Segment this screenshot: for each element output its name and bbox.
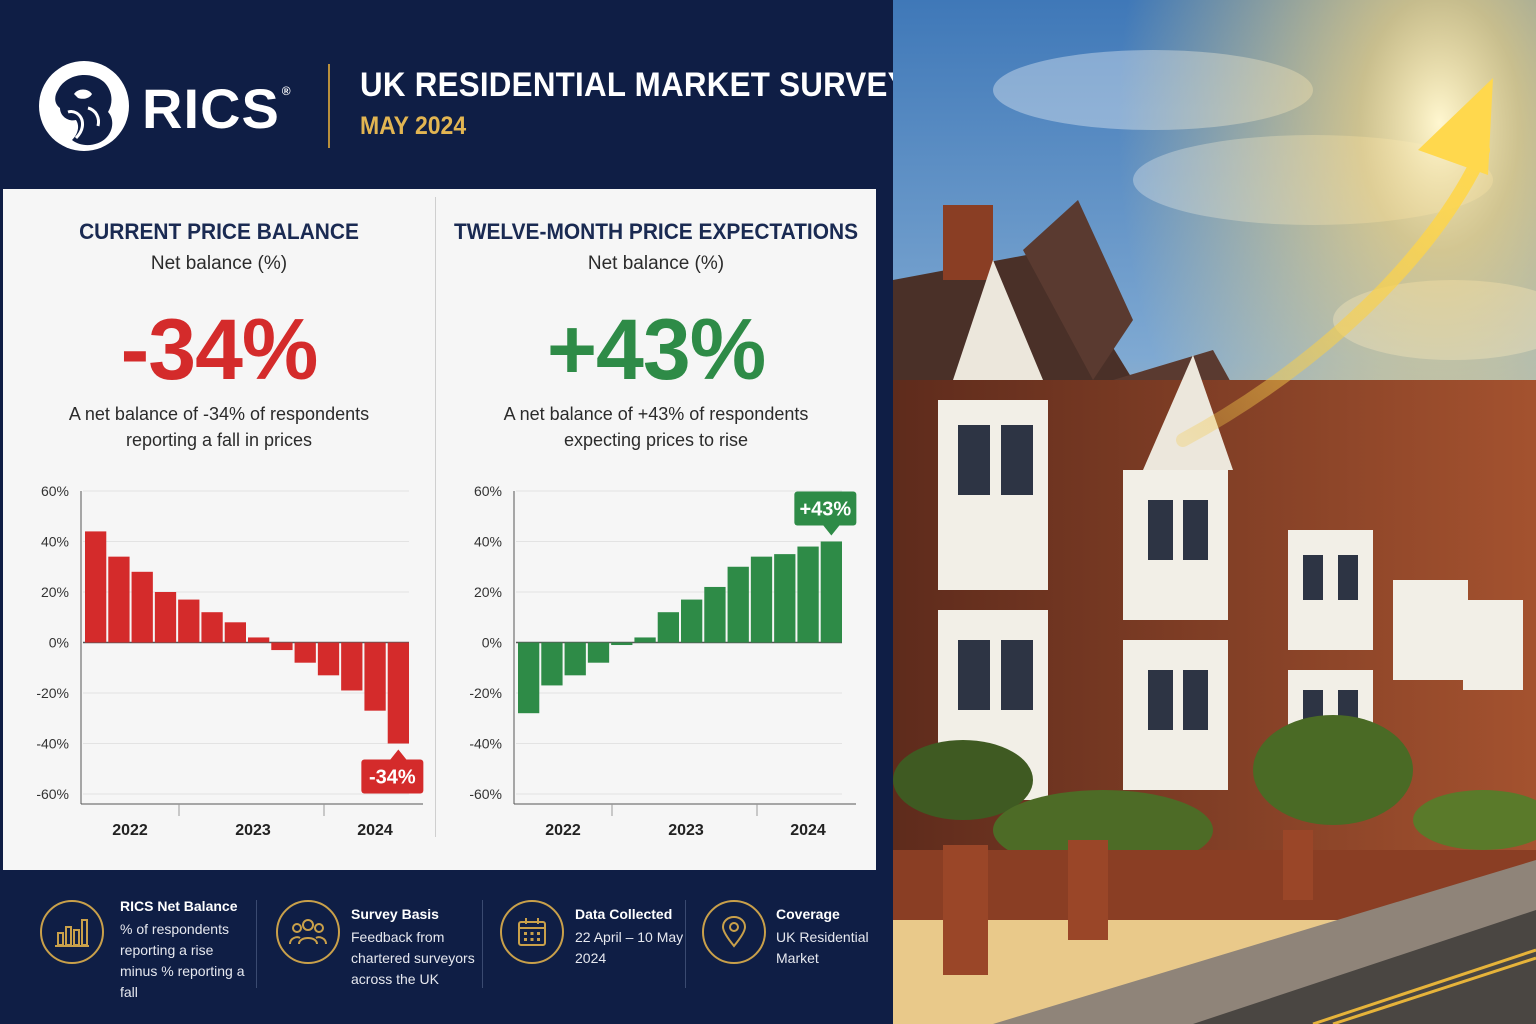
callout-box: [361, 759, 424, 794]
footer-separator: [256, 900, 257, 988]
footer-text: UK Residential Market: [776, 929, 869, 966]
bar: [294, 642, 316, 663]
y-tick-label: -60%: [36, 786, 69, 802]
page-title: UK RESIDENTIAL MARKET SURVEY: [360, 66, 909, 104]
y-tick-label: 60%: [41, 483, 69, 499]
bar: [154, 592, 177, 643]
footer-title: Coverage: [776, 906, 840, 922]
logo-wordmark: RICS ®: [142, 77, 292, 140]
location-pin-icon: [702, 900, 766, 964]
bar: [797, 546, 819, 643]
year-label: 2022: [545, 822, 581, 839]
year-label: 2022: [112, 822, 148, 839]
footer-text: 22 April – 10 May 2024: [575, 929, 684, 966]
bar: [178, 599, 200, 643]
y-tick-label: 0%: [482, 635, 502, 651]
bar: [518, 642, 540, 714]
bar: [704, 586, 726, 643]
bar: [317, 642, 340, 676]
panel-title: TWELVE-MONTH PRICE EXPECTATIONS: [453, 219, 859, 244]
expectations-panel: TWELVE-MONTH PRICE EXPECTATIONS Net bala…: [436, 189, 876, 870]
bar: [224, 622, 246, 643]
bar: [727, 566, 749, 643]
header-divider: [328, 64, 330, 148]
y-tick-label: -20%: [469, 685, 502, 701]
charts-card: CURRENT PRICE BALANCE Net balance (%) -3…: [3, 189, 876, 870]
y-tick-label: -40%: [36, 736, 69, 752]
footer-title: Data Collected: [575, 906, 673, 922]
year-label: 2023: [235, 822, 271, 839]
callout-box: [794, 491, 857, 526]
year-label: 2024: [790, 822, 826, 839]
expectations-chart: 60% 40% 20% 0% -20% -40% -60% +43% 2022 2023 2024: [469, 483, 857, 839]
y-tick-label: -60%: [469, 786, 502, 802]
current-price-chart: 60% 40% 20% 0% -20% -40% -60% -34% 2022 2023 2024: [36, 483, 424, 839]
y-tick-label: -20%: [36, 685, 69, 701]
calendar-icon: [500, 900, 564, 964]
headline-value: -34%: [120, 302, 319, 398]
callout-pointer: [390, 749, 407, 760]
bar: [387, 642, 409, 744]
rics-lion-logo-icon: [39, 61, 129, 151]
y-tick-label: 20%: [41, 584, 69, 600]
y-tick-label: -40%: [469, 736, 502, 752]
people-icon: [276, 900, 340, 964]
headline-value: +43%: [546, 302, 766, 398]
panel-unit: Net balance (%): [587, 253, 725, 274]
left-panel: RICS ® UK RESIDENTIAL MARKET SURVEY MAY 2…: [0, 0, 909, 1024]
callout-label: +43%: [799, 499, 851, 521]
bar: [85, 531, 107, 643]
bar: [564, 642, 586, 676]
footer-separator: [482, 900, 483, 988]
y-tick-label: 60%: [474, 483, 502, 499]
bar: [131, 571, 153, 643]
bar: [108, 556, 130, 643]
header: RICS ® UK RESIDENTIAL MARKET SURVEY MAY 2…: [0, 0, 909, 190]
year-label: 2023: [668, 822, 704, 839]
bar: [364, 642, 386, 711]
footer-text: % of respondents reporting a rise minus …: [120, 921, 245, 1000]
current-price-panel: CURRENT PRICE BALANCE Net balance (%) -3…: [3, 189, 435, 870]
bar: [541, 642, 563, 686]
panel-description: A net balance of -34% of respondents rep…: [68, 404, 370, 450]
page-subtitle: MAY 2024: [360, 112, 467, 140]
bar: [271, 642, 293, 651]
bar: [248, 637, 270, 643]
bar: [341, 642, 363, 691]
footer-title: Survey Basis: [351, 906, 439, 922]
callout-label: -34%: [369, 767, 416, 789]
bar: [774, 554, 796, 643]
card-divider: [435, 197, 436, 837]
bar: [820, 541, 842, 643]
bar: [750, 556, 773, 643]
year-label: 2024: [357, 822, 393, 839]
bar: [611, 642, 633, 646]
y-tick-label: 20%: [474, 584, 502, 600]
bar-chart-icon: [40, 900, 104, 964]
panel-unit: Net balance (%): [150, 253, 288, 274]
bar: [657, 612, 679, 643]
footer-text: Feedback from chartered surveyors across…: [351, 929, 475, 987]
y-tick-label: 40%: [474, 534, 502, 550]
bar: [201, 612, 223, 643]
callout-pointer: [823, 525, 840, 536]
panel-description: A net balance of +43% of respondents exp…: [503, 404, 809, 450]
panel-title: CURRENT PRICE BALANCE: [79, 219, 359, 244]
footer-title: RICS Net Balance: [120, 898, 238, 914]
terraced-houses-photo: [893, 0, 1536, 1024]
y-tick-label: 0%: [49, 635, 69, 651]
y-tick-label: 40%: [41, 534, 69, 550]
bar: [681, 599, 703, 643]
footer-separator: [685, 900, 686, 988]
footer: RICS Net Balance % of respondents report…: [0, 870, 893, 1024]
bar: [634, 637, 656, 643]
bar: [587, 642, 610, 663]
